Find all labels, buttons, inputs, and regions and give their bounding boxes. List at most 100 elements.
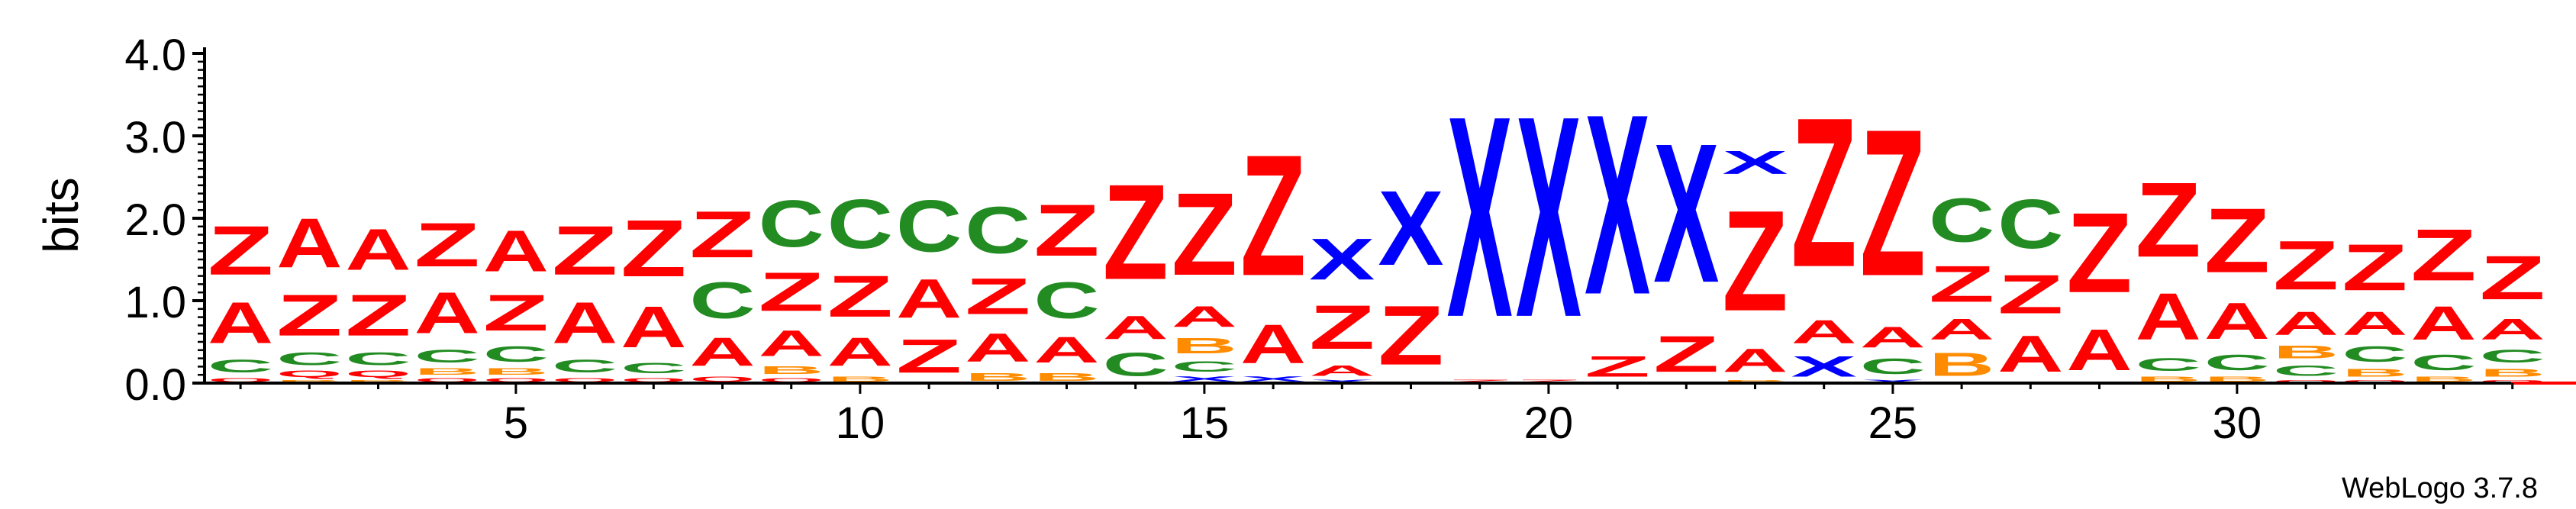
y-tick-label: 1.0 (124, 278, 186, 327)
logo-letter-z: Z (1103, 156, 1169, 309)
logo-letter-a: A (1309, 362, 1375, 379)
x-tick-label: 15 (1180, 398, 1230, 448)
logo-letter-a: A (345, 217, 411, 282)
logo-letter-a: A (414, 280, 480, 346)
logo-letter-a: A (621, 295, 686, 360)
logo-letter-z: Z (1447, 379, 1513, 383)
logo-letter-a: A (1860, 321, 1926, 354)
logo-letter-z: Z (1516, 379, 1581, 383)
logo-letter-q: Q (2342, 379, 2407, 383)
logo-letter-q: Q (276, 369, 342, 379)
logo-letter-x: X (1722, 144, 1788, 181)
x-tick-label: 30 (2213, 398, 2262, 448)
logo-letter-c: C (1860, 354, 1926, 379)
logo-letter-a: A (2342, 305, 2407, 342)
logo-letter-a: A (208, 290, 273, 356)
logo-letter-c: C (2410, 350, 2476, 375)
logo-glyph-layer: QCAZBQCZABQCZAQBCAZQBCZAQCAZQCAZQACZQBAZ… (208, 56, 2545, 383)
logo-letter-b: B (1929, 346, 1994, 383)
logo-letter-z: Z (965, 268, 1030, 325)
logo-letter-q: Q (552, 376, 617, 383)
x-tick-label: 10 (836, 398, 885, 448)
logo-letter-c: C (1033, 272, 1099, 330)
logo-letter-z: Z (1378, 288, 1443, 382)
logo-letter-z: Z (1653, 326, 1719, 383)
logo-letter-z: Z (1172, 169, 1237, 300)
logo-letter-b: B (2342, 366, 2407, 379)
logo-letter-b: B (2273, 342, 2339, 362)
logo-letter-b: B (965, 371, 1030, 383)
y-tick-label: 2.0 (124, 195, 186, 245)
logo-letter-a: A (1997, 325, 2063, 383)
logo-letter-c: C (965, 194, 1030, 267)
logo-letter-x: X (1516, 56, 1582, 377)
logo-letter-z: Z (2410, 214, 2476, 296)
logo-letter-c: C (1997, 185, 2063, 263)
logo-letter-b: B (2410, 375, 2476, 383)
logo-letter-z: Z (896, 330, 962, 383)
logo-letter-z: Z (483, 285, 549, 342)
logo-letter-a: A (1791, 314, 1857, 350)
logo-letter-z: Z (2136, 160, 2201, 279)
logo-letter-q: Q (2480, 379, 2545, 383)
logo-letter-z: Z (1585, 350, 1650, 382)
logo-letter-a: A (552, 290, 617, 356)
logo-letter-c: C (759, 188, 824, 261)
logo-letter-z: Z (621, 204, 686, 294)
logo-letter-a: A (1172, 301, 1237, 333)
logo-letter-z: Z (1309, 293, 1375, 362)
logo-letter-z: Z (1929, 256, 1994, 313)
logo-letter-z: Z (1033, 189, 1099, 272)
logo-letter-q: Q (621, 376, 686, 383)
logo-letter-z: Z (1240, 118, 1306, 311)
logo-letter-a: A (2273, 305, 2339, 342)
x-tick-label: 20 (1524, 398, 1574, 448)
logo-letter-z: Z (1860, 86, 1926, 321)
logo-letter-z: Z (552, 211, 617, 289)
logo-letter-c: C (414, 346, 480, 367)
logo-letter-c: C (483, 342, 549, 366)
logo-letter-z: Z (1997, 263, 2063, 325)
logo-letter-z: Z (414, 211, 480, 280)
logo-letter-b: B (827, 375, 893, 383)
logo-letter-c: C (2342, 342, 2407, 366)
logo-letter-x: X (1447, 56, 1514, 377)
logo-letter-z: Z (1791, 73, 1857, 311)
logo-letter-z: Z (208, 211, 273, 289)
logo-letter-a: A (965, 325, 1030, 371)
logo-letter-b: B (483, 366, 549, 376)
logo-letter-x: X (1791, 350, 1857, 383)
logo-letter-z: Z (759, 261, 824, 323)
y-axis-title: bits (34, 177, 89, 253)
logo-letter-a: A (2136, 281, 2201, 354)
logo-letter-z: Z (345, 282, 411, 348)
logo-letter-a: A (1240, 313, 1306, 375)
logo-letter-b: B (2204, 375, 2270, 383)
logo-letter-q: Q (759, 376, 824, 383)
weblogo-credit: WebLogo 3.7.8 (2342, 472, 2538, 504)
logo-letter-c: C (552, 356, 617, 376)
logo-letter-a: A (689, 329, 755, 375)
logo-letter-c: C (276, 349, 342, 369)
logo-letter-a: A (2480, 313, 2545, 346)
x-tick-label: 25 (1868, 398, 1918, 448)
logo-letter-b: B (1722, 379, 1788, 383)
y-tick-label: 0.0 (124, 360, 186, 410)
logo-letter-x: X (1860, 379, 1926, 383)
logo-letter-z: Z (689, 198, 755, 272)
logo-letter-a: A (2204, 292, 2270, 350)
logo-letter-c: C (2480, 346, 2545, 367)
logo-letter-z: Z (2480, 243, 2545, 313)
logo-letter-b: B (414, 366, 480, 376)
logo-letter-x: X (1585, 62, 1650, 349)
logo-letter-a: A (2066, 317, 2132, 383)
logo-letter-c: C (896, 185, 962, 267)
logo-letter-b: B (2136, 375, 2201, 383)
logo-letter-c: C (1929, 185, 1994, 255)
logo-letter-z: Z (827, 264, 893, 330)
y-tick-label: 3.0 (124, 113, 186, 163)
logo-letter-b: B (2480, 366, 2545, 379)
logo-letter-c: C (2204, 350, 2270, 375)
logo-letter-b: B (1172, 333, 1237, 358)
